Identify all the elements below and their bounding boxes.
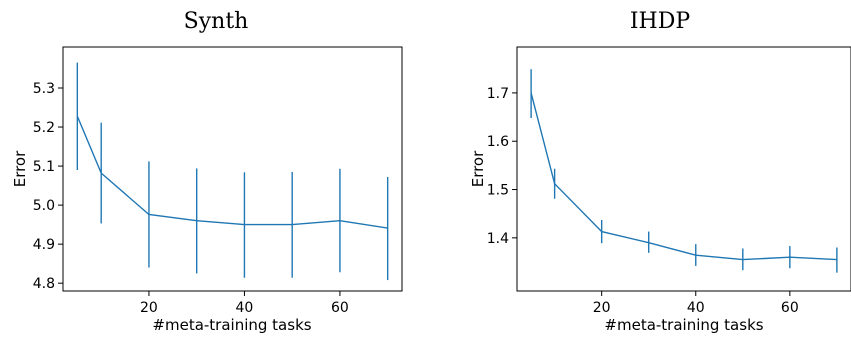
ihdp-y-tick-label: 1.5 xyxy=(487,183,509,199)
ihdp-y-tick-label: 1.7 xyxy=(487,86,509,102)
synth-y-tick-label: 4.9 xyxy=(33,237,55,253)
synth-y-tick-label: 5.2 xyxy=(33,120,55,136)
ihdp-series-line xyxy=(530,92,837,261)
synth-y-tick-label: 5.0 xyxy=(33,198,55,214)
ihdp-x-axis-label: #meta-training tasks xyxy=(604,316,763,334)
synth-x-axis-label: #meta-training tasks xyxy=(152,316,311,334)
ihdp-y-tick-label: 1.4 xyxy=(487,231,509,247)
synth-series-line xyxy=(76,115,388,229)
ihdp-panel: IHDP #meta-training tasks Error 1.4 1.5 1.… xyxy=(469,9,851,334)
ihdp-x-tick-label: 60 xyxy=(781,300,799,316)
synth-x-tick-label: 60 xyxy=(331,300,349,316)
synth-y-tick-label: 4.8 xyxy=(33,276,55,292)
synth-y-tick-label: 5.1 xyxy=(33,159,55,175)
ihdp-y-tick-label: 1.6 xyxy=(487,134,509,150)
ihdp-x-tick-label: 20 xyxy=(593,300,611,316)
synth-plot-frame xyxy=(62,46,403,292)
ihdp-title: IHDP xyxy=(630,9,691,34)
synth-y-tick-label: 5.3 xyxy=(33,81,55,97)
synth-title: Synth xyxy=(184,9,249,34)
synth-x-tick-label: 40 xyxy=(236,300,254,316)
synth-y-axis-label: Error xyxy=(11,150,29,187)
ihdp-plot-frame xyxy=(516,46,851,292)
ihdp-y-axis-label: Error xyxy=(469,150,487,187)
synth-x-tick-label: 20 xyxy=(140,300,158,316)
synth-panel: Synth #meta-training tasks Error 4.8 4.9 5… xyxy=(11,9,403,334)
ihdp-x-tick-label: 40 xyxy=(687,300,705,316)
